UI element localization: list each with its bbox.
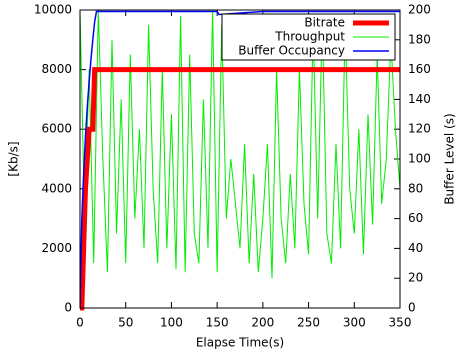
- y2-tick-label: 80: [408, 181, 423, 195]
- plot-frame: [79, 9, 401, 309]
- legend-label: Buffer Occupancy: [238, 44, 345, 58]
- y2-tick-label: 180: [408, 32, 431, 46]
- x-tick-label: 300: [343, 316, 366, 330]
- y-tick-label: 2000: [41, 241, 72, 255]
- y2-tick-label: 120: [408, 122, 431, 136]
- x-tick-label: 250: [297, 316, 320, 330]
- x-tick-label: 50: [118, 316, 133, 330]
- series-line: [80, 67, 400, 311]
- y2-tick-label: 100: [408, 152, 431, 166]
- y2-tick-label: 60: [408, 211, 423, 225]
- y2-tick-label: 200: [408, 3, 431, 17]
- legend-label: Bitrate: [304, 16, 345, 30]
- y2-tick-label: 20: [408, 271, 423, 285]
- y2-axis-label: Buffer Level (s): [443, 113, 457, 204]
- y-axis-label: [Kb/s]: [7, 141, 21, 176]
- y-tick-label: 0: [64, 301, 72, 315]
- y2-tick-label: 40: [408, 241, 423, 255]
- y2-tick-label: 140: [408, 92, 431, 106]
- y-tick-label: 4000: [41, 181, 72, 195]
- y-tick-label: 10000: [34, 3, 72, 17]
- y2-tick-label: 0: [408, 301, 416, 315]
- legend-label: Throughput: [274, 30, 345, 44]
- y-tick-label: 8000: [41, 62, 72, 76]
- x-axis-label: Elapse Time(s): [196, 336, 284, 350]
- x-tick-label: 200: [251, 316, 274, 330]
- series-line: [80, 9, 400, 279]
- y-tick-label: 6000: [41, 122, 72, 136]
- x-tick-label: 100: [160, 316, 183, 330]
- series-line: [80, 10, 400, 309]
- y2-tick-label: 160: [408, 62, 431, 76]
- x-tick-label: 0: [76, 316, 84, 330]
- x-tick-label: 350: [389, 316, 412, 330]
- x-tick-label: 150: [206, 316, 229, 330]
